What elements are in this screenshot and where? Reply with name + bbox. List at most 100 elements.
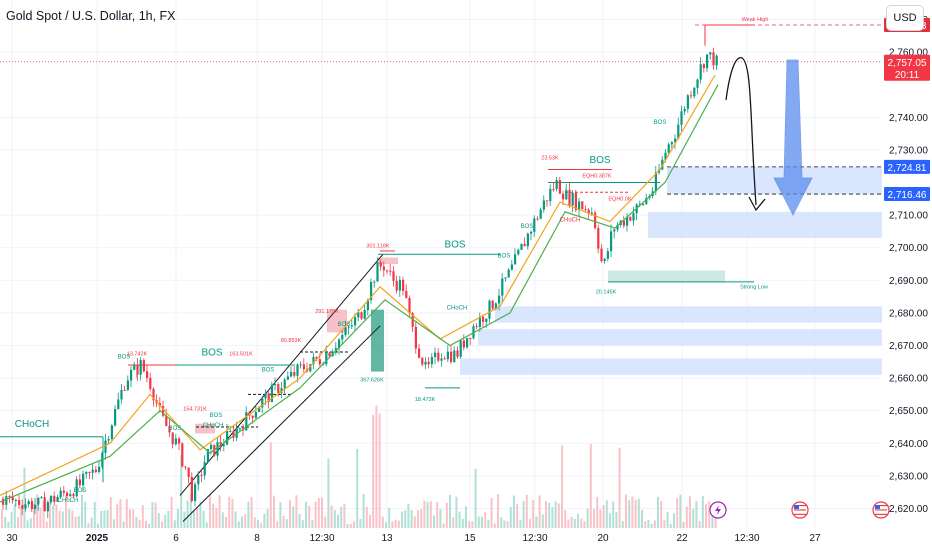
price-tag bbox=[884, 159, 930, 174]
candle bbox=[629, 217, 632, 221]
volume-bar bbox=[349, 523, 352, 528]
flag-stripe bbox=[875, 505, 887, 507]
candle bbox=[78, 479, 81, 486]
volume-bar bbox=[269, 442, 272, 528]
volume-bar bbox=[705, 503, 707, 528]
price-tick-label: 2,640.00 bbox=[889, 439, 928, 450]
candle bbox=[302, 364, 305, 370]
volume-bar bbox=[660, 501, 663, 528]
time-tick-label: 13 bbox=[381, 533, 393, 544]
volume-bar bbox=[113, 519, 115, 528]
volume-bar bbox=[199, 501, 202, 528]
time-tick-label: 12:30 bbox=[734, 533, 759, 544]
volume-label: 23.53K bbox=[541, 156, 559, 162]
candle bbox=[357, 312, 360, 318]
volume-bar bbox=[305, 501, 307, 528]
candle bbox=[347, 326, 350, 328]
volume-bar bbox=[209, 494, 211, 528]
candle bbox=[190, 477, 193, 502]
volume-bar bbox=[212, 503, 215, 528]
event-icons[interactable] bbox=[709, 501, 890, 519]
price-axis[interactable]: 2,770.002,760.002,740.002,730.002,710.00… bbox=[882, 0, 932, 550]
volume-bar bbox=[276, 521, 279, 528]
candle bbox=[382, 266, 385, 271]
volume-bar bbox=[612, 501, 615, 528]
volume-bar bbox=[353, 521, 355, 528]
flag-canton bbox=[875, 505, 880, 509]
time-tick-label: 8 bbox=[254, 533, 260, 544]
volume-bar bbox=[519, 520, 522, 528]
bos-label: BOS bbox=[118, 355, 131, 361]
volume-bar bbox=[189, 494, 192, 528]
volume-bar bbox=[324, 516, 327, 528]
lightning-icon[interactable] bbox=[709, 501, 727, 519]
volume-bar bbox=[497, 494, 499, 528]
volume-bar bbox=[263, 513, 266, 528]
volume-bar bbox=[36, 494, 39, 528]
candle bbox=[222, 444, 225, 447]
candle bbox=[238, 428, 241, 430]
volume-bar bbox=[202, 510, 205, 528]
candle bbox=[219, 441, 222, 447]
volume-bar bbox=[561, 445, 563, 528]
projection-arrows bbox=[725, 57, 813, 216]
currency-button[interactable]: USD bbox=[886, 5, 924, 31]
candle bbox=[350, 325, 353, 327]
volume-bar bbox=[423, 500, 426, 528]
volume-bar bbox=[49, 497, 51, 528]
candle bbox=[459, 340, 462, 357]
candle bbox=[69, 494, 72, 497]
candle bbox=[677, 124, 680, 139]
volume-bar bbox=[215, 508, 218, 528]
volume-bar bbox=[647, 519, 650, 528]
volume-bar bbox=[548, 502, 551, 528]
us-flag-icon[interactable] bbox=[791, 501, 809, 519]
bos-label: BOS bbox=[74, 488, 87, 494]
candle bbox=[261, 398, 264, 408]
candle bbox=[133, 364, 136, 370]
us-flag-icon[interactable] bbox=[872, 501, 890, 519]
volume-bar bbox=[618, 447, 621, 528]
volume-bar bbox=[317, 498, 320, 528]
volume-bar bbox=[186, 500, 189, 528]
candle bbox=[162, 406, 165, 416]
time-tick-label: 27 bbox=[809, 533, 821, 544]
volume-bar bbox=[410, 510, 413, 528]
candle bbox=[674, 138, 677, 143]
volume-bar bbox=[426, 502, 429, 528]
candle bbox=[267, 393, 270, 403]
symbol-title: Gold Spot / U.S. Dollar, 1h, FX bbox=[6, 9, 176, 23]
volume-bar bbox=[471, 521, 474, 528]
candle bbox=[517, 249, 520, 255]
volume-bar bbox=[20, 507, 23, 528]
volume-bar bbox=[698, 521, 701, 528]
volume-bar bbox=[503, 520, 506, 528]
time-tick-label: 30 bbox=[6, 533, 18, 544]
volume-bar bbox=[487, 519, 490, 528]
volume-bar bbox=[580, 518, 583, 528]
bos-label: BOS bbox=[210, 413, 223, 419]
volume-bar bbox=[570, 516, 573, 528]
volume-bar bbox=[65, 495, 67, 528]
volume-bar bbox=[337, 514, 339, 528]
volume-bar bbox=[529, 518, 531, 528]
volume-bar bbox=[119, 499, 122, 528]
volume-bar bbox=[260, 523, 263, 528]
candle bbox=[18, 499, 21, 505]
candle bbox=[152, 388, 155, 401]
candle bbox=[283, 379, 286, 389]
volume-bar bbox=[151, 501, 154, 528]
volume-bar bbox=[535, 516, 538, 528]
volume-bar bbox=[301, 520, 304, 528]
volume-bar bbox=[541, 514, 544, 528]
time-axis[interactable]: 30 2025 6 8 12:30 13 15 12:30 20 22 12:30 27 bbox=[0, 528, 932, 550]
volume-bar bbox=[221, 512, 224, 528]
volume-bar bbox=[327, 458, 330, 528]
candle bbox=[37, 497, 40, 505]
volume-bar bbox=[145, 520, 147, 528]
flag-stripe bbox=[875, 507, 887, 509]
candle bbox=[107, 439, 110, 441]
demand-zone bbox=[495, 306, 882, 323]
time-tick-label: 22 bbox=[676, 533, 688, 544]
